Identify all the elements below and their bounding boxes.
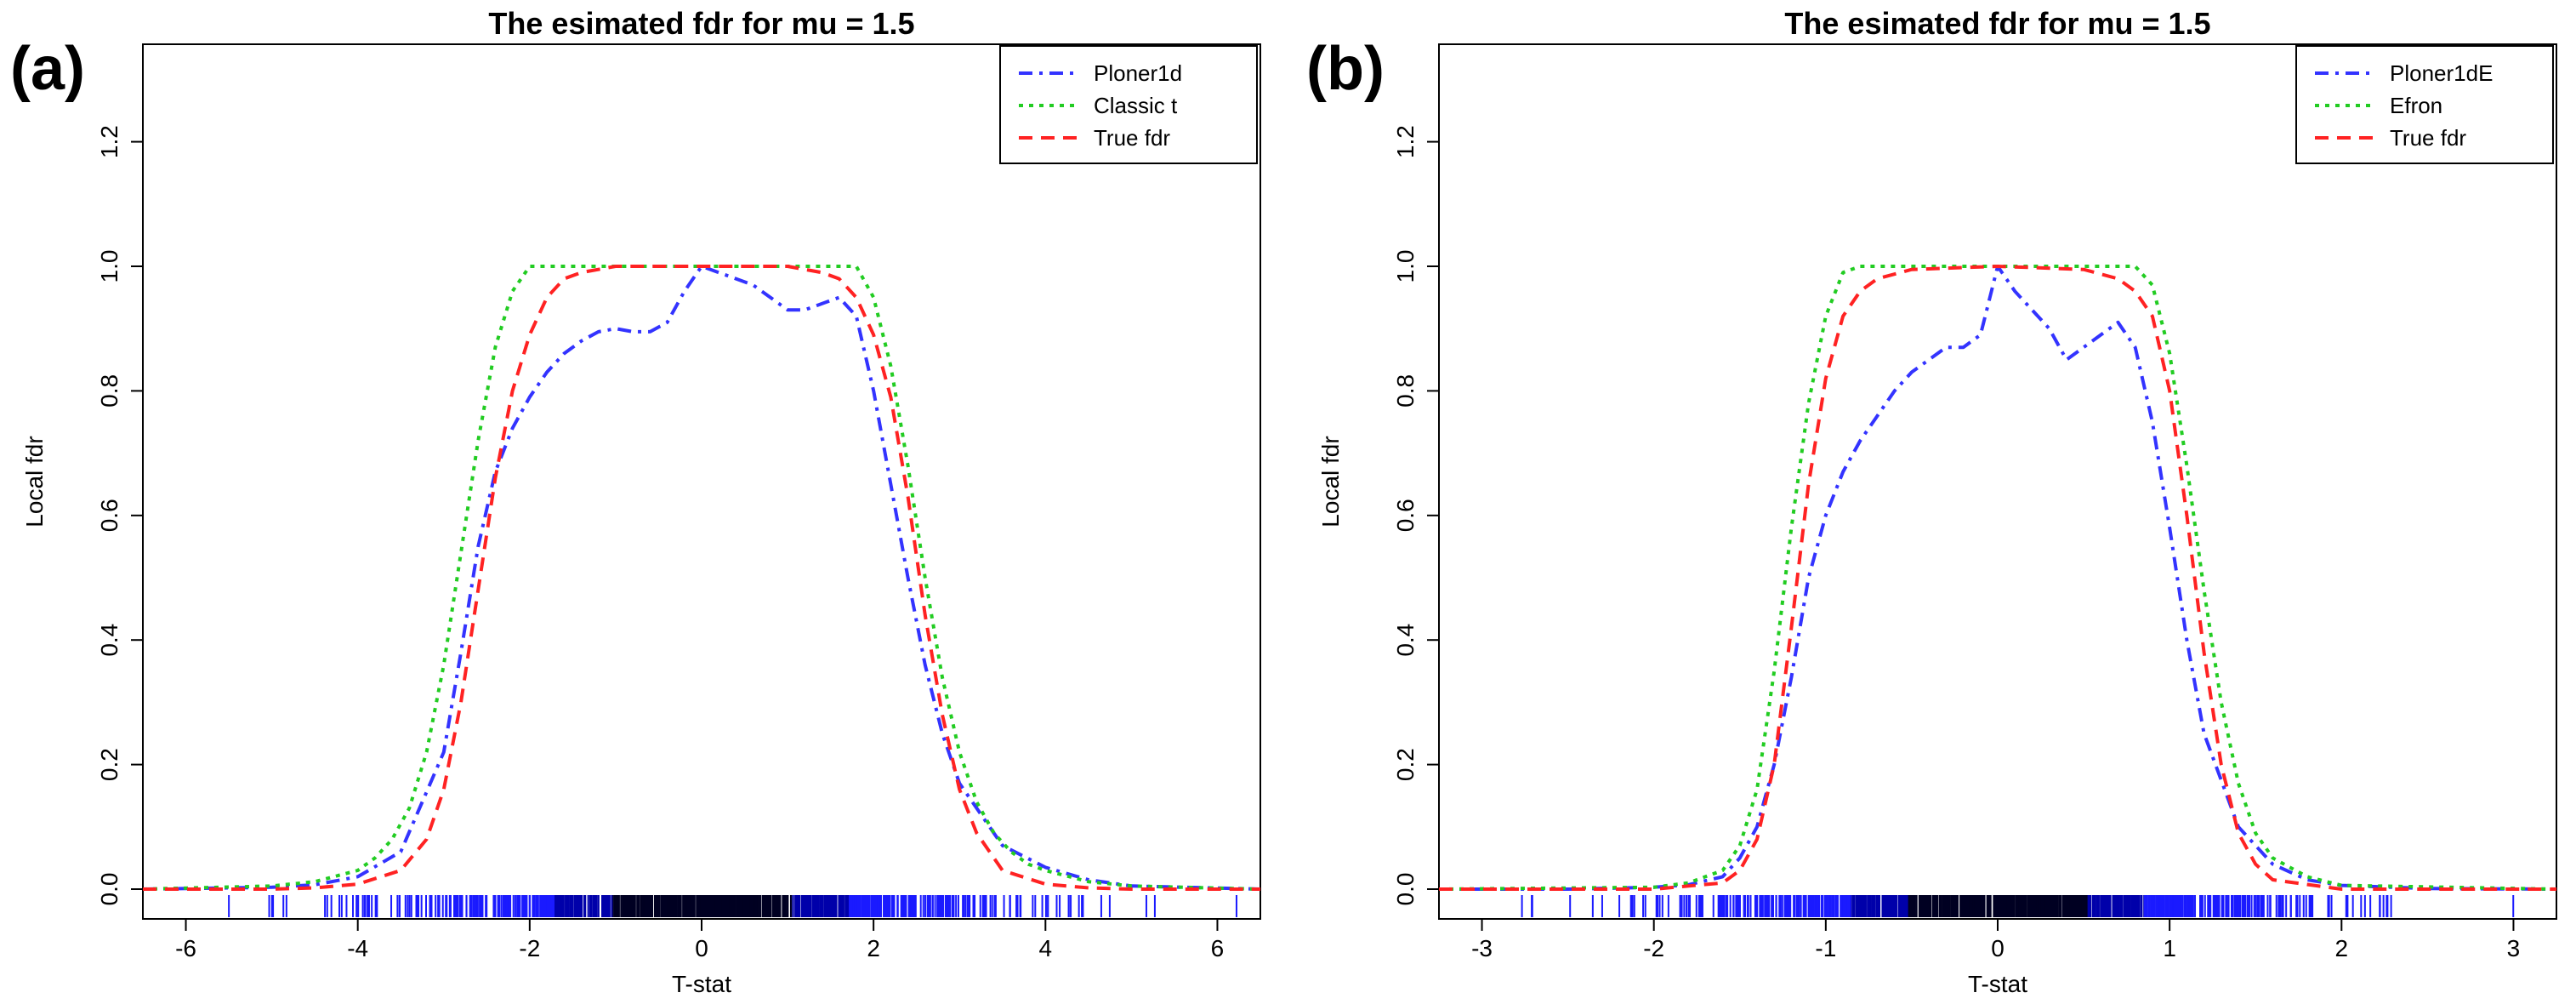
legend-label: Classic t	[1094, 93, 1178, 118]
series-group	[143, 265, 1260, 891]
x-tick-label: -6	[175, 935, 196, 961]
series-line-ploner1de	[1439, 265, 2556, 891]
series-group	[1439, 265, 2556, 891]
series-line-true-fdr	[143, 265, 1260, 891]
legend-label: Ploner1d	[1094, 60, 1182, 86]
x-tick-label: 0	[1991, 935, 2005, 961]
rug	[1521, 895, 2515, 917]
panel-a: (a) The esimated fdr for mu = 1.5 0.0 0.2 0.…	[10, 6, 1261, 997]
y-tick-label: 0.6	[96, 499, 122, 532]
legend: Ploner1dE Efron True fdr	[2295, 45, 2554, 164]
plot-frame	[142, 43, 1261, 920]
x-tick-label: 0	[695, 935, 708, 961]
y-tick-label: 1.2	[1392, 125, 1419, 158]
series-line-true-fdr	[1439, 265, 2556, 891]
rug	[228, 895, 1237, 917]
legend-label: Ploner1dE	[2390, 60, 2493, 86]
x-tick-label: 4	[1039, 935, 1053, 961]
y-tick-label: 1.0	[1392, 250, 1419, 283]
legend-label: True fdr	[1094, 125, 1170, 151]
legend-label: True fdr	[2390, 125, 2466, 151]
chart-title: The esimated fdr for mu = 1.5	[1784, 6, 2210, 41]
y-tick-label: 0.2	[1392, 748, 1419, 781]
x-axis-label: T-stat	[672, 971, 731, 997]
y-tick-label: 0.4	[96, 624, 122, 657]
panel-label: (b)	[1306, 35, 1385, 103]
legend-label: Efron	[2390, 93, 2442, 118]
x-tick-label: -2	[519, 935, 540, 961]
y-tick-label: 0.0	[96, 873, 122, 906]
x-tick-label: 2	[2335, 935, 2349, 961]
series-line-classic-t	[143, 265, 1260, 891]
y-axis-label: Local fdr	[1317, 436, 1344, 527]
x-tick-label: -1	[1815, 935, 1836, 961]
y-tick-label: 1.2	[96, 125, 122, 158]
chart-title: The esimated fdr for mu = 1.5	[488, 6, 914, 41]
panel-label: (a)	[10, 35, 85, 103]
y-tick-label: 0.8	[96, 374, 122, 408]
x-tick-label: 1	[2163, 935, 2176, 961]
x-tick-label: 3	[2507, 935, 2521, 961]
y-axis-label: Local fdr	[21, 436, 48, 527]
y-tick-label: 0.2	[96, 748, 122, 781]
x-axis-label: T-stat	[1968, 971, 2027, 997]
legend: Ploner1d Classic t True fdr	[999, 45, 1258, 164]
series-line-efron	[1439, 265, 2556, 891]
x-tick-label: 2	[867, 935, 880, 961]
series-line-ploner1d	[143, 265, 1260, 891]
y-tick-label: 0.8	[1392, 374, 1419, 408]
y-tick-label: 0.0	[1392, 873, 1419, 906]
y-tick-label: 0.6	[1392, 499, 1419, 532]
x-tick-label: -3	[1471, 935, 1493, 961]
x-tick-label: 6	[1211, 935, 1225, 961]
x-tick-label: -4	[347, 935, 368, 961]
panel-b: (b) The esimated fdr for mu = 1.5 0.0 0.2 0.…	[1306, 6, 2557, 997]
y-tick-label: 0.4	[1392, 624, 1419, 657]
y-tick-label: 1.0	[96, 250, 122, 283]
x-tick-label: -2	[1643, 935, 1664, 961]
plot-frame	[1438, 43, 2557, 920]
